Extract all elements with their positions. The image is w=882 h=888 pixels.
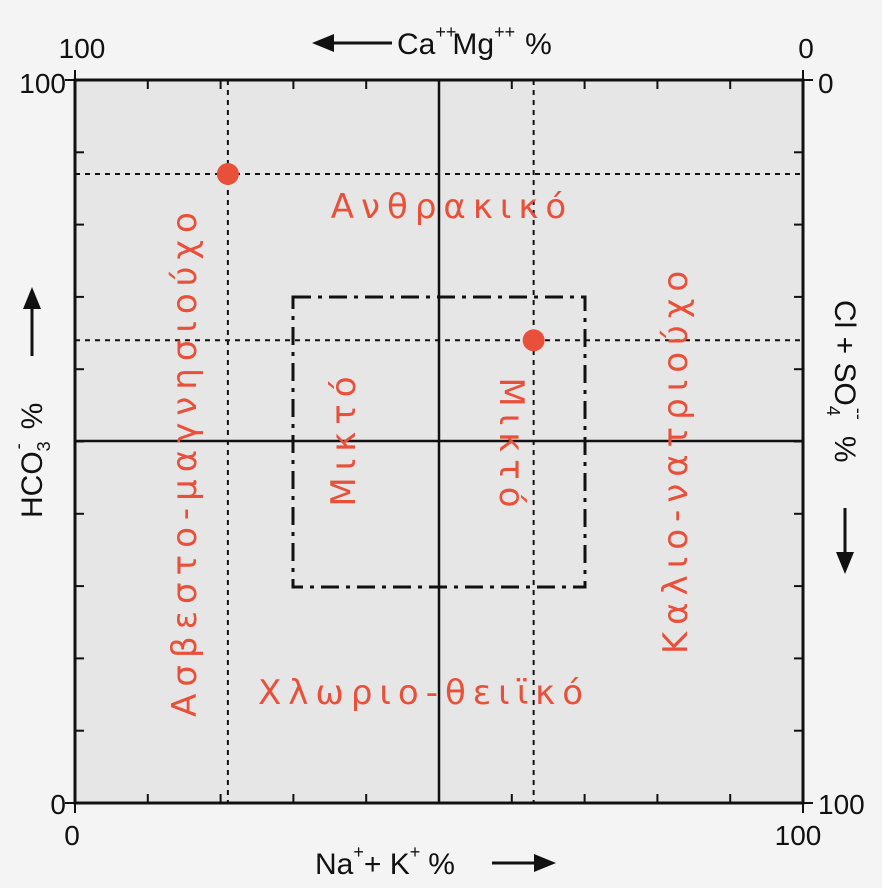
bottom-axis-right-value: 100 [775, 820, 822, 851]
left-axis-label: HCO3-% [8, 287, 54, 518]
right-axis-label: Cl + SO4 --% [823, 300, 869, 574]
arrow-left-icon-head [312, 34, 334, 52]
bottom-axis-label: Na++ K+% [315, 842, 556, 881]
right-axis-bottom-value: 100 [818, 789, 865, 820]
svg-text:Na++ K+%: Na++ K+% [315, 842, 455, 881]
sample-projection-lines [75, 80, 803, 803]
top-axis-left-value: 100 [59, 33, 106, 64]
arrow-up-icon-head [23, 287, 41, 309]
svg-text:HCO3-%: HCO3-% [8, 403, 54, 518]
svg-text:Cl + SO4--%: Cl + SO4 --% [823, 300, 869, 463]
sample-point [216, 162, 239, 185]
left-axis-bottom-value: 0 [50, 789, 66, 820]
right-axis-top-value: 0 [818, 68, 834, 99]
region-label-carbonate: Ανθρακικό [331, 187, 573, 227]
region-label-sodium-potassium: Καλιο-νατριούχο [656, 264, 696, 654]
top-axis-label: Ca++Mg++% [312, 22, 552, 61]
mixed-zone-box [291, 295, 587, 589]
region-label-chloride-sulfate: Χλωριο-θειϊκό [258, 673, 590, 713]
arrow-down-icon-head [836, 552, 854, 574]
left-axis-top-value: 100 [19, 68, 66, 99]
region-label-mixed-right: Μικτό [491, 377, 531, 514]
sample-points [216, 162, 545, 352]
top-axis-right-value: 0 [798, 33, 814, 64]
sample-point [522, 329, 545, 352]
arrow-right-icon-head [534, 854, 556, 872]
svg-text:Ca++Mg++%: Ca++Mg++% [397, 22, 552, 61]
region-label-mixed-left: Μικτό [324, 369, 364, 506]
region-label-calcium-magnesium: Ασβεστο-μαγνησιούχο [165, 205, 205, 717]
bottom-axis-left-value: 0 [64, 820, 80, 851]
